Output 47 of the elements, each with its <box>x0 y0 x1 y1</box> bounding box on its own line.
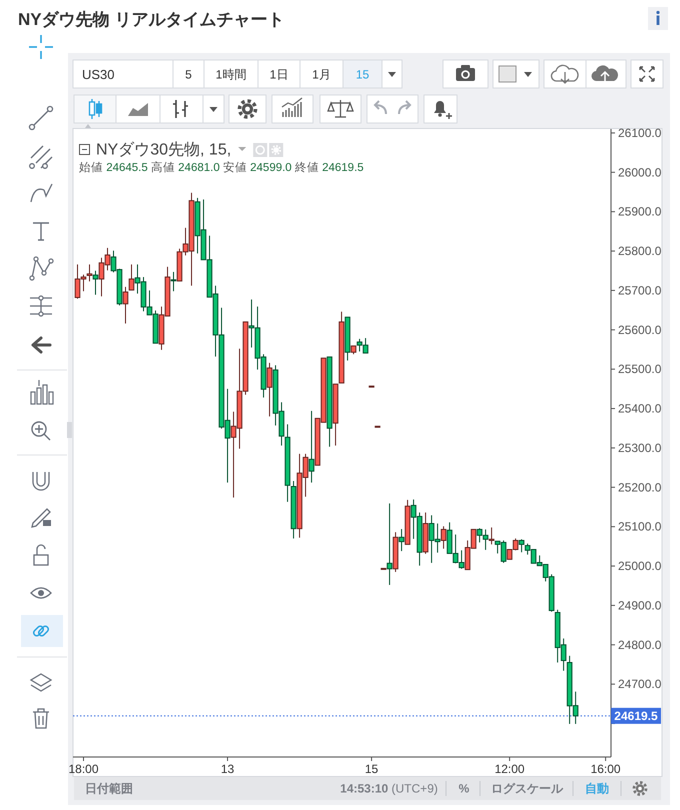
y-tick-label: 26000.0 <box>618 165 662 180</box>
y-tick-label: 25800.0 <box>618 244 662 258</box>
candlestick <box>170 271 176 292</box>
y-tick-label: 25500.0 <box>618 362 662 376</box>
text: 1日 <box>270 68 288 82</box>
y-tick-label: 25100.0 <box>618 520 662 534</box>
candlestick <box>92 270 98 296</box>
text: US30 <box>82 67 115 82</box>
text: 1時間 <box>216 68 246 82</box>
y-tick-label: 25300.0 <box>618 440 662 455</box>
x-tick-label: 15 <box>364 762 379 776</box>
x-tick-label: 13 <box>220 762 235 776</box>
ref-line-label: 24619.5 <box>614 708 658 723</box>
x-tick-label: 12:00 <box>494 762 525 776</box>
text: 15 <box>356 68 370 82</box>
y-tick-label: 25400.0 <box>618 402 662 416</box>
text: ログスケール <box>491 782 564 796</box>
candlestick <box>86 264 92 282</box>
chart-title: NYダウ先物 リアルタイムチャート <box>18 10 284 29</box>
x-tick-label: 16:00 <box>590 762 621 776</box>
candlestick <box>386 502 392 586</box>
candlestick <box>128 264 134 291</box>
text: 1月 <box>312 68 331 82</box>
x-tick-label: 18:00 <box>68 762 99 776</box>
y-tick-label: 25200.0 <box>618 480 662 494</box>
y-tick-label: 24700.0 <box>618 677 662 692</box>
y-tick-label: 25900.0 <box>618 204 662 219</box>
y-tick-label: 25700.0 <box>618 283 662 298</box>
candlestick <box>488 526 494 545</box>
y-tick-label: 24900.0 <box>618 598 662 612</box>
y-tick-label: 25000.0 <box>618 559 662 574</box>
text: 自動 <box>585 782 609 796</box>
y-tick-label: 25600.0 <box>618 322 662 337</box>
text: 14:53:10 (UTC+9) <box>340 782 438 796</box>
candlestick <box>266 362 272 417</box>
text: 日付範囲 <box>85 782 133 796</box>
text: NYダウ30先物, 15, <box>96 140 232 158</box>
y-tick-label: 24800.0 <box>618 638 662 652</box>
y-tick-label: 26100.0 <box>618 126 662 140</box>
candlestick <box>440 526 446 550</box>
text: % <box>458 782 470 796</box>
annotation: 始値 24645.5 高値 24681.0 安値 24599.0 終値 24619.5 <box>79 160 364 174</box>
candlestick <box>122 286 128 324</box>
candlestick <box>398 528 404 552</box>
text: 5 <box>185 68 192 82</box>
candlestick <box>518 538 524 553</box>
candlestick <box>308 410 314 484</box>
